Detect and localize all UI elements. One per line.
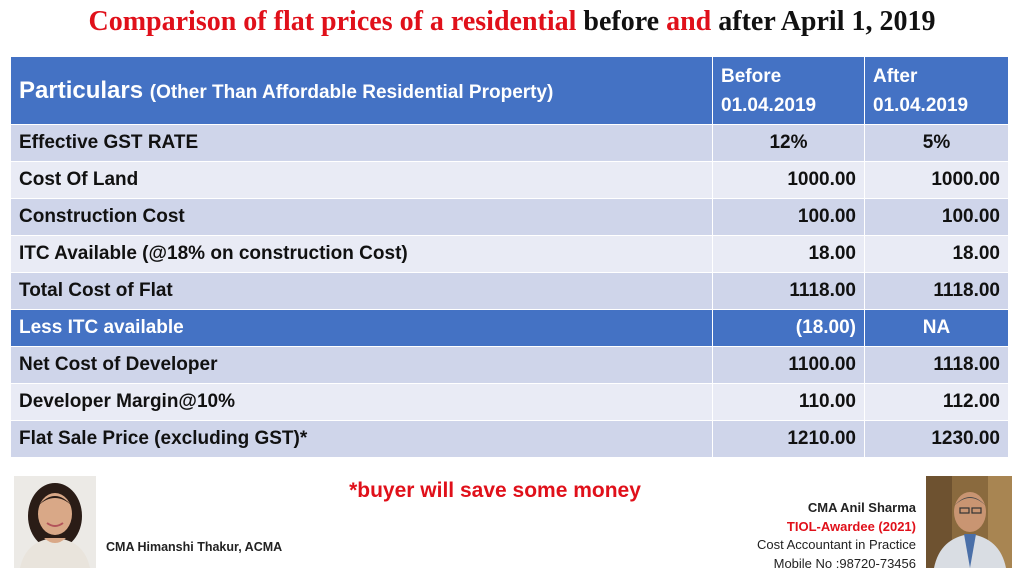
table-header-row: Particulars (Other Than Affordable Resid…: [10, 56, 1009, 125]
row-label: Net Cost of Developer: [10, 346, 713, 384]
header-particulars-label: Particulars: [19, 76, 144, 104]
row-after-value: 1118.00: [864, 346, 1009, 384]
page-title: Comparison of flat prices of a residenti…: [0, 6, 1024, 38]
table-row: Cost Of Land 1000.00 1000.00: [10, 161, 1009, 199]
row-before-value: (18.00): [712, 309, 865, 347]
header-before: Before 01.04.2019: [712, 56, 865, 125]
row-label: Less ITC available: [10, 309, 713, 347]
credit-right-name: CMA Anil Sharma: [807, 500, 916, 515]
row-label: Total Cost of Flat: [10, 272, 713, 310]
row-before-value: 1100.00: [712, 346, 865, 384]
credit-right-mobile: Mobile No :98720-73456: [773, 555, 916, 571]
table-row: Flat Sale Price (excluding GST)* 1210.00…: [10, 420, 1009, 458]
table-row: ITC Available (@18% on construction Cost…: [10, 235, 1009, 273]
row-before-value: 1000.00: [712, 161, 865, 199]
credit-right-role: Cost Accountant in Practice: [757, 537, 916, 552]
row-label: Construction Cost: [10, 198, 713, 236]
footnote: *buyer will save some money: [349, 479, 641, 502]
row-after-value: 5%: [864, 124, 1009, 162]
header-before-line1: Before: [721, 65, 782, 87]
title-part-4: after April 1, 2019: [718, 6, 936, 37]
row-before-value: 12%: [712, 124, 865, 162]
presenter-photo-left: [14, 476, 96, 568]
title-part-2: before: [583, 6, 660, 37]
row-label: Flat Sale Price (excluding GST)*: [10, 420, 713, 458]
credit-left-name: CMA Himanshi Thakur, ACMA: [106, 540, 283, 554]
title-part-1: Comparison of flat prices of a residenti…: [88, 6, 584, 37]
row-after-value: 100.00: [864, 198, 1009, 236]
table-row: Total Cost of Flat 1118.00 1118.00: [10, 272, 1009, 310]
header-particulars: Particulars (Other Than Affordable Resid…: [10, 56, 713, 125]
header-particulars-sub: (Other Than Affordable Residential Prope…: [149, 81, 554, 103]
row-after-value: NA: [864, 309, 1009, 347]
table-row: Net Cost of Developer 1100.00 1118.00: [10, 346, 1009, 384]
row-before-value: 18.00: [712, 235, 865, 273]
row-label: Developer Margin@10%: [10, 383, 713, 421]
table-row-highlight: Less ITC available (18.00) NA: [10, 309, 1009, 347]
presenter-photo-right: [926, 476, 1012, 568]
row-after-value: 1118.00: [864, 272, 1009, 310]
table-row: Developer Margin@10% 110.00 112.00: [10, 383, 1009, 421]
credit-right-block: CMA Anil Sharma TIOL-Awardee (2021) Cost…: [757, 499, 916, 573]
title-part-3: and: [666, 6, 712, 37]
header-after-line2: 01.04.2019: [873, 94, 969, 116]
row-after-value: 112.00: [864, 383, 1009, 421]
table-row: Effective GST RATE 12% 5%: [10, 124, 1009, 162]
row-label: Effective GST RATE: [10, 124, 713, 162]
row-after-value: 1000.00: [864, 161, 1009, 199]
row-label: Cost Of Land: [10, 161, 713, 199]
row-before-value: 1118.00: [712, 272, 865, 310]
header-after: After 01.04.2019: [864, 56, 1009, 125]
row-before-value: 1210.00: [712, 420, 865, 458]
table-row: Construction Cost 100.00 100.00: [10, 198, 1009, 236]
header-before-line2: 01.04.2019: [721, 94, 817, 116]
row-after-value: 1230.00: [864, 420, 1009, 458]
comparison-table: Particulars (Other Than Affordable Resid…: [10, 56, 1009, 458]
row-before-value: 100.00: [712, 198, 865, 236]
header-after-line1: After: [873, 65, 918, 87]
row-label: ITC Available (@18% on construction Cost…: [10, 235, 713, 273]
row-before-value: 110.00: [712, 383, 865, 421]
credit-right-award: TIOL-Awardee (2021): [786, 518, 916, 534]
row-after-value: 18.00: [864, 235, 1009, 273]
